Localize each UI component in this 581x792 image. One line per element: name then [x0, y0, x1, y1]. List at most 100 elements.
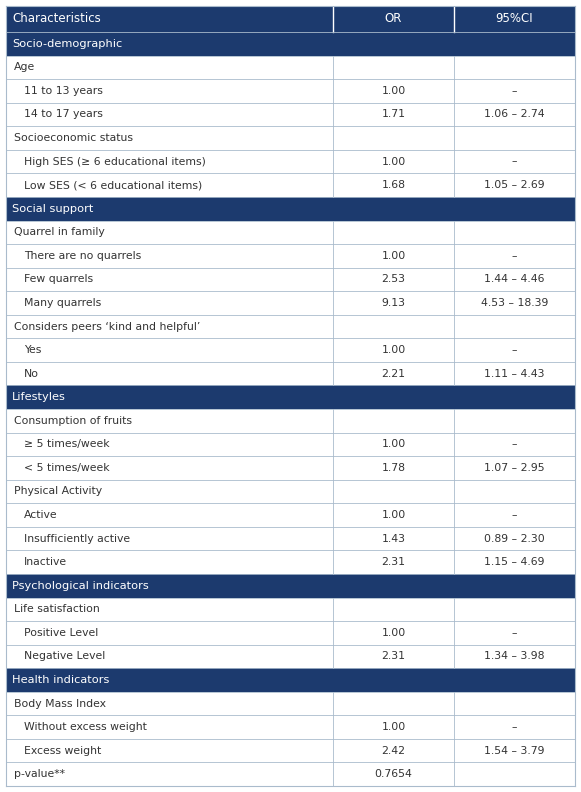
Bar [6, 739, 575, 763]
Text: Active: Active [24, 510, 58, 520]
Bar [6, 362, 575, 386]
Text: Psychological indicators: Psychological indicators [12, 581, 149, 591]
Bar [6, 386, 575, 409]
Text: 1.71: 1.71 [382, 109, 406, 120]
Bar [6, 55, 575, 79]
Text: –: – [512, 251, 517, 261]
Text: < 5 times/week: < 5 times/week [24, 463, 110, 473]
Text: High SES (≥ 6 educational items): High SES (≥ 6 educational items) [24, 157, 206, 166]
Text: –: – [512, 157, 517, 166]
Bar [6, 503, 575, 527]
Bar [6, 432, 575, 456]
Bar [6, 244, 575, 268]
Text: 1.00: 1.00 [381, 628, 406, 638]
Bar [6, 550, 575, 574]
Bar [6, 103, 575, 126]
Text: 1.11 – 4.43: 1.11 – 4.43 [484, 368, 544, 379]
Text: 1.00: 1.00 [381, 510, 406, 520]
Text: Quarrel in family: Quarrel in family [14, 227, 105, 238]
Text: There are no quarrels: There are no quarrels [24, 251, 141, 261]
Text: Inactive: Inactive [24, 557, 67, 567]
Bar [6, 527, 575, 550]
Bar [6, 763, 575, 786]
Bar [6, 574, 575, 597]
Text: Lifestyles: Lifestyles [12, 392, 66, 402]
Text: –: – [512, 628, 517, 638]
Text: –: – [512, 722, 517, 732]
Text: Considers peers ‘kind and helpful’: Considers peers ‘kind and helpful’ [14, 322, 200, 332]
Bar [6, 597, 575, 621]
Text: Social support: Social support [12, 204, 94, 214]
Bar [6, 314, 575, 338]
Bar [6, 197, 575, 220]
Text: Consumption of fruits: Consumption of fruits [14, 416, 132, 426]
Text: 2.21: 2.21 [382, 368, 406, 379]
Text: p-value**: p-value** [14, 769, 65, 779]
Text: Excess weight: Excess weight [24, 745, 101, 756]
Bar [6, 456, 575, 480]
Bar [6, 668, 575, 691]
Text: 1.00: 1.00 [381, 722, 406, 732]
Bar [6, 691, 575, 715]
Text: No: No [24, 368, 39, 379]
Text: 1.68: 1.68 [382, 180, 406, 190]
Text: 1.43: 1.43 [382, 534, 406, 543]
Bar [6, 621, 575, 645]
Text: 9.13: 9.13 [382, 298, 406, 308]
Text: 11 to 13 years: 11 to 13 years [24, 86, 103, 96]
Text: 1.07 – 2.95: 1.07 – 2.95 [484, 463, 545, 473]
Text: –: – [512, 440, 517, 449]
Text: Life satisfaction: Life satisfaction [14, 604, 100, 615]
Bar [6, 338, 575, 362]
Bar [6, 220, 575, 244]
Text: Body Mass Index: Body Mass Index [14, 699, 106, 709]
Bar [6, 268, 575, 291]
Text: 1.34 – 3.98: 1.34 – 3.98 [484, 651, 544, 661]
Text: 2.53: 2.53 [382, 274, 406, 284]
Text: 1.00: 1.00 [381, 86, 406, 96]
Text: ≥ 5 times/week: ≥ 5 times/week [24, 440, 110, 449]
Text: Without excess weight: Without excess weight [24, 722, 147, 732]
Bar [6, 126, 575, 150]
Bar [6, 480, 575, 503]
Text: Health indicators: Health indicators [12, 675, 109, 685]
Text: 2.42: 2.42 [382, 745, 406, 756]
Text: –: – [512, 345, 517, 355]
Text: 95%CI: 95%CI [496, 13, 533, 25]
Text: 4.53 – 18.39: 4.53 – 18.39 [480, 298, 548, 308]
Text: Physical Activity: Physical Activity [14, 486, 102, 497]
Text: Insufficiently active: Insufficiently active [24, 534, 130, 543]
Text: Yes: Yes [24, 345, 41, 355]
Text: 1.00: 1.00 [381, 251, 406, 261]
Text: –: – [512, 86, 517, 96]
Text: Many quarrels: Many quarrels [24, 298, 101, 308]
Bar [6, 150, 575, 173]
Text: 1.15 – 4.69: 1.15 – 4.69 [484, 557, 544, 567]
Text: –: – [512, 510, 517, 520]
Text: 1.06 – 2.74: 1.06 – 2.74 [484, 109, 545, 120]
Bar [6, 291, 575, 314]
Text: 2.31: 2.31 [382, 557, 406, 567]
Text: Negative Level: Negative Level [24, 651, 105, 661]
Text: Socio-demographic: Socio-demographic [12, 39, 122, 49]
Bar [6, 409, 575, 432]
Bar [6, 173, 575, 197]
Bar [6, 32, 575, 55]
Text: 1.00: 1.00 [381, 440, 406, 449]
Text: 0.89 – 2.30: 0.89 – 2.30 [484, 534, 545, 543]
Text: 1.00: 1.00 [381, 157, 406, 166]
Text: Characteristics: Characteristics [12, 13, 101, 25]
Text: Socioeconomic status: Socioeconomic status [14, 133, 133, 143]
Bar [6, 79, 575, 103]
Text: 2.31: 2.31 [382, 651, 406, 661]
Text: OR: OR [385, 13, 402, 25]
Text: Positive Level: Positive Level [24, 628, 98, 638]
Text: Few quarrels: Few quarrels [24, 274, 93, 284]
Text: Low SES (< 6 educational items): Low SES (< 6 educational items) [24, 180, 202, 190]
Text: 1.78: 1.78 [382, 463, 406, 473]
Text: 1.05 – 2.69: 1.05 – 2.69 [484, 180, 545, 190]
Text: 1.00: 1.00 [381, 345, 406, 355]
Text: 0.7654: 0.7654 [375, 769, 413, 779]
Text: 14 to 17 years: 14 to 17 years [24, 109, 103, 120]
Text: 1.54 – 3.79: 1.54 – 3.79 [484, 745, 544, 756]
